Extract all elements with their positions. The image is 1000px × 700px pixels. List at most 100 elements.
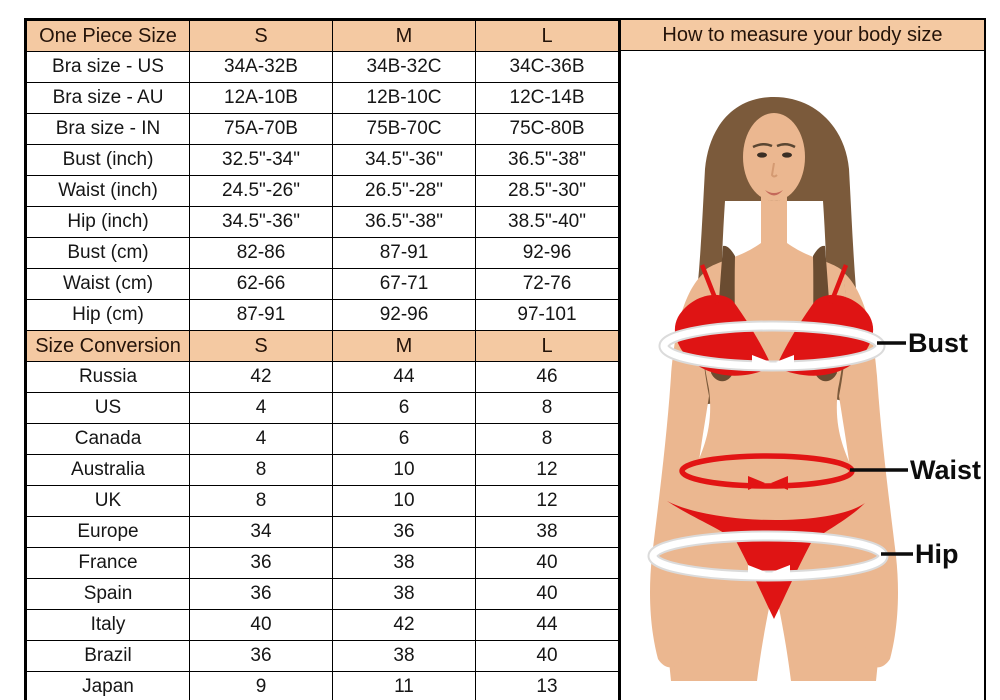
row-label: Hip (cm) bbox=[26, 299, 190, 331]
cell: S bbox=[189, 330, 333, 362]
cell: 42 bbox=[332, 609, 476, 641]
cell: 87-91 bbox=[189, 299, 333, 331]
cell: 28.5"-30" bbox=[475, 175, 619, 207]
cell: 75C-80B bbox=[475, 113, 619, 145]
main-header-row: One Piece Size S M L bbox=[26, 20, 619, 52]
table-row: Hip (inch) 34.5"-36" 36.5"-38" 38.5"-40" bbox=[26, 206, 619, 238]
row-label: Waist (cm) bbox=[26, 268, 190, 300]
row-label: UK bbox=[26, 485, 190, 517]
cell: 34A-32B bbox=[189, 51, 333, 83]
bust-label: Bust bbox=[908, 328, 968, 358]
left-eyebrow bbox=[752, 143, 773, 149]
bust-arrow-left bbox=[752, 355, 770, 369]
measure-panel: How to measure your body size bbox=[619, 20, 984, 700]
cell: 34 bbox=[189, 516, 333, 548]
cell: 36.5"-38" bbox=[332, 206, 476, 238]
cell: 8 bbox=[189, 485, 333, 517]
row-label: Hip (inch) bbox=[26, 206, 190, 238]
table-row: Canada 4 6 8 bbox=[26, 423, 619, 455]
cell: 92-96 bbox=[332, 299, 476, 331]
cell: 24.5"-26" bbox=[189, 175, 333, 207]
table-row: Bust (cm) 82-86 87-91 92-96 bbox=[26, 237, 619, 269]
bust-band bbox=[660, 322, 884, 370]
cell: 11 bbox=[332, 671, 476, 700]
cell: 10 bbox=[332, 454, 476, 486]
waist-arrow-right bbox=[771, 476, 788, 490]
cell: 8 bbox=[189, 454, 333, 486]
row-label: Bust (cm) bbox=[26, 237, 190, 269]
column-header-m: M bbox=[332, 20, 476, 52]
model-figure: Bust Waist Hip bbox=[647, 97, 981, 681]
cell: 44 bbox=[475, 609, 619, 641]
content-frame: One Piece Size S M L Bra size - US 34A-32… bbox=[24, 18, 986, 700]
table-row: France 36 38 40 bbox=[26, 547, 619, 579]
table-row: Australia 8 10 12 bbox=[26, 454, 619, 486]
cell: 40 bbox=[475, 578, 619, 610]
cell: 36 bbox=[189, 578, 333, 610]
row-label: Bra size - IN bbox=[26, 113, 190, 145]
table-row: Bra size - IN 75A-70B 75B-70C 75C-80B bbox=[26, 113, 619, 145]
bikini-strap-left bbox=[699, 264, 720, 304]
cell: 82-86 bbox=[189, 237, 333, 269]
cell: 32.5"-34" bbox=[189, 144, 333, 176]
hip-band bbox=[649, 532, 887, 580]
row-label: France bbox=[26, 547, 190, 579]
waist-arrow-left bbox=[748, 476, 765, 490]
row-label: US bbox=[26, 392, 190, 424]
row-label: Waist (inch) bbox=[26, 175, 190, 207]
row-label: Size Conversion bbox=[26, 330, 190, 362]
face bbox=[743, 113, 805, 201]
row-label: Russia bbox=[26, 361, 190, 393]
cell: 38 bbox=[332, 640, 476, 672]
table-row: Spain 36 38 40 bbox=[26, 578, 619, 610]
table-row: Waist (inch) 24.5"-26" 26.5"-28" 28.5"-30" bbox=[26, 175, 619, 207]
table-row: Bra size - US 34A-32B 34B-32C 34C-36B bbox=[26, 51, 619, 83]
column-header-l: L bbox=[475, 20, 619, 52]
figure-area: Bust Waist Hip bbox=[621, 51, 984, 700]
cell: 38 bbox=[475, 516, 619, 548]
table-row: US 4 6 8 bbox=[26, 392, 619, 424]
table-row: Bust (inch) 32.5"-34" 34.5"-36" 36.5"-38" bbox=[26, 144, 619, 176]
cell: 6 bbox=[332, 392, 476, 424]
cell: 40 bbox=[475, 547, 619, 579]
cell: 8 bbox=[475, 423, 619, 455]
cell: 40 bbox=[475, 640, 619, 672]
left-eye bbox=[757, 152, 767, 158]
row-label: Australia bbox=[26, 454, 190, 486]
cell: 97-101 bbox=[475, 299, 619, 331]
cell: L bbox=[475, 330, 619, 362]
right-eyebrow bbox=[776, 143, 796, 149]
cell: 38 bbox=[332, 578, 476, 610]
cell: 62-66 bbox=[189, 268, 333, 300]
cell: 75A-70B bbox=[189, 113, 333, 145]
cell: 34.5"-36" bbox=[332, 144, 476, 176]
cell: 36.5"-38" bbox=[475, 144, 619, 176]
cell: 10 bbox=[332, 485, 476, 517]
row-label: Bust (inch) bbox=[26, 144, 190, 176]
bust-arrow-right bbox=[776, 355, 794, 369]
cell: 13 bbox=[475, 671, 619, 700]
table-row: Europe 34 36 38 bbox=[26, 516, 619, 548]
cell: 26.5"-28" bbox=[332, 175, 476, 207]
cell: 34.5"-36" bbox=[189, 206, 333, 238]
row-label: Spain bbox=[26, 578, 190, 610]
row-label: Brazil bbox=[26, 640, 190, 672]
row-label: Bra size - AU bbox=[26, 82, 190, 114]
table-row: Italy 40 42 44 bbox=[26, 609, 619, 641]
cell: 40 bbox=[189, 609, 333, 641]
cell: 72-76 bbox=[475, 268, 619, 300]
size-table: One Piece Size S M L Bra size - US 34A-32… bbox=[26, 20, 619, 700]
cell: 46 bbox=[475, 361, 619, 393]
cell: 12 bbox=[475, 454, 619, 486]
cell: 75B-70C bbox=[332, 113, 476, 145]
cell: 38 bbox=[332, 547, 476, 579]
row-label: Bra size - US bbox=[26, 51, 190, 83]
row-label: Europe bbox=[26, 516, 190, 548]
cell: 44 bbox=[332, 361, 476, 393]
cell: 36 bbox=[189, 640, 333, 672]
conversion-header-row: Size Conversion S M L bbox=[26, 330, 619, 362]
row-label: Italy bbox=[26, 609, 190, 641]
cell: 67-71 bbox=[332, 268, 476, 300]
cell: 87-91 bbox=[332, 237, 476, 269]
cell: 8 bbox=[475, 392, 619, 424]
